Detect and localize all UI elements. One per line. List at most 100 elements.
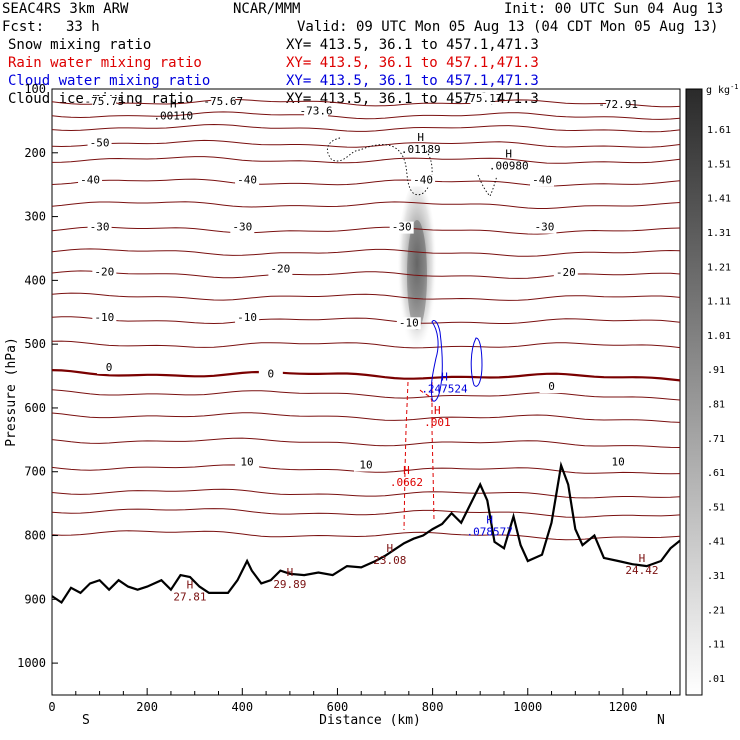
isotherm-line <box>52 530 680 541</box>
fcst-label: Fcst: <box>2 19 44 35</box>
isotherm-line <box>52 437 680 448</box>
isotherm-label-bg <box>92 312 117 325</box>
high-marker: H <box>287 566 294 579</box>
colorbar-label: 1.31 <box>707 228 731 239</box>
isotherm-label-bg <box>97 361 122 374</box>
isotherm-line <box>52 270 680 279</box>
x-tick-label: 600 <box>327 700 349 714</box>
isotherm-line <box>52 156 680 164</box>
isotherm-label: -10 <box>237 311 257 324</box>
colorbar-label: .61 <box>707 468 725 479</box>
colorbar-label: 1.41 <box>707 194 731 205</box>
isotherm-label: -10 <box>399 316 419 329</box>
colorbar-label: .21 <box>707 605 725 616</box>
high-marker: H <box>403 464 410 477</box>
legend-entry-xy: XY= 413.5, 36.1 to 457.1,471.3 <box>286 37 539 53</box>
high-marker: H <box>486 514 493 527</box>
isotherm-label: -30 <box>90 221 110 234</box>
isotherm-label-bg <box>411 174 436 187</box>
high-value: 23.08 <box>373 554 406 567</box>
isotherm-label: -40 <box>532 173 552 186</box>
isotherm-line <box>52 178 680 187</box>
isotherm-line <box>52 340 680 349</box>
snow-shading <box>397 182 437 362</box>
header: SEAC4RS 3km ARW NCAR/MMM Init: 00 UTC Su… <box>2 1 723 35</box>
isotherm-line <box>52 389 680 401</box>
isotherm-label-bg <box>539 381 564 394</box>
model-label: SEAC4RS 3km ARW <box>2 1 129 17</box>
isotherm-line <box>52 201 680 209</box>
high-value: .078577 <box>467 526 513 539</box>
high-value: 29.89 <box>273 578 306 591</box>
y-tick-label: 600 <box>24 401 46 415</box>
x-axis: 0 200 400 600 800 1000 1200 <box>48 688 671 714</box>
colorbar-label: 1.11 <box>707 297 731 308</box>
colorbar-labels: .01 .11 .21 .31 .41 .51 .61 .71 .81 .91 1.01 1.11 1.… <box>707 125 731 685</box>
isotherm-label-bg <box>470 92 495 105</box>
isotherm-label-bg <box>396 317 421 330</box>
colorbar-label: .31 <box>707 571 725 582</box>
colorbar-label: 1.61 <box>707 125 731 136</box>
high-marker: H <box>170 98 177 111</box>
colorbar-label: .71 <box>707 434 725 445</box>
isotherm-label: 10 <box>612 455 625 468</box>
colorbar-label: 1.01 <box>707 331 731 342</box>
isotherm-label: -40 <box>237 173 257 186</box>
isotherm-label-bg <box>211 95 236 108</box>
colorbar-unit-base: g kg <box>706 85 730 96</box>
isotherm-line <box>52 248 680 257</box>
isotherm-label-bg <box>78 174 103 187</box>
isotherm-zero <box>52 369 680 382</box>
isotherm-lines <box>52 98 680 541</box>
colorbar-label: 1.21 <box>707 262 731 273</box>
x-tick-label: 1200 <box>608 700 637 714</box>
high-marker: H <box>441 371 448 384</box>
colorbar-label: .51 <box>707 502 725 513</box>
legend-entry-name: Snow mixing ratio <box>8 37 151 53</box>
high-marker: H <box>386 542 393 555</box>
legend-entry-name: Cloud water mixing ratio <box>8 73 210 89</box>
fcst-value: 33 h <box>66 19 100 35</box>
colorbar-unit-exponent: -1 <box>730 83 738 91</box>
y-tick-label: 400 <box>24 273 46 287</box>
cloud-water-contour-2 <box>470 337 483 387</box>
terrain-profile <box>52 461 680 605</box>
high-marker: H <box>505 147 512 160</box>
colorbar-label: 1.51 <box>707 159 731 170</box>
high-value: .001 <box>424 416 451 429</box>
isotherm-line <box>52 508 680 518</box>
x-tick-label: 800 <box>422 700 444 714</box>
isotherm-label: -20 <box>94 265 114 278</box>
x-axis-label: Distance (km) <box>319 713 421 728</box>
isotherm-label-bg <box>235 174 260 187</box>
isotherm-label-bg <box>92 266 117 279</box>
rain-contour-3 <box>419 389 433 406</box>
colorbar <box>685 88 703 696</box>
colorbar-label: .91 <box>707 365 725 376</box>
y-tick-label: 500 <box>24 337 46 351</box>
isotherm-label: -10 <box>94 311 114 324</box>
high-marker: H <box>187 579 194 592</box>
isotherm-line <box>52 226 680 235</box>
isotherm-label: -50 <box>90 136 110 149</box>
rain-water-contours <box>403 381 435 531</box>
isotherm-line <box>52 316 680 325</box>
isotherm-label-bg <box>304 105 329 118</box>
isotherm-label: -72.91 <box>598 98 638 111</box>
isotherm-label: -40 <box>80 173 100 186</box>
isotherm-label-bg <box>354 459 378 472</box>
isotherm-label: -75.67 <box>203 95 243 108</box>
high-marker: H <box>639 552 646 565</box>
y-tick-label: 300 <box>24 210 46 224</box>
y-tick-label: 900 <box>24 592 46 606</box>
isotherm-label: 0 <box>106 361 113 374</box>
x-axis-left-end: S <box>82 713 90 728</box>
isotherm-label-bg <box>258 368 283 381</box>
isotherm-label: -30 <box>392 221 412 234</box>
isotherm-label: 10 <box>359 459 372 472</box>
cloud-water-contour-1 <box>430 319 443 402</box>
isotherm-label: -20 <box>556 266 576 279</box>
colorbar-label: .81 <box>707 400 725 411</box>
isotherm-label-bg <box>606 99 631 112</box>
